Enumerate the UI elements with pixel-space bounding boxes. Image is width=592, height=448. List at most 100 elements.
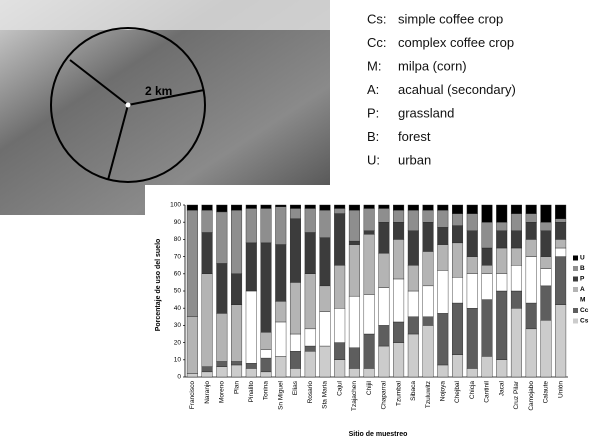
bar-segment	[511, 214, 522, 231]
bar-segment	[393, 222, 404, 239]
bar-segment	[202, 205, 213, 210]
bar-segment	[379, 325, 390, 346]
bar-segment	[423, 210, 434, 222]
x-tick-label: Chicja	[469, 381, 476, 399]
x-tick-label: Sta Maria	[322, 381, 329, 409]
y-tick-label: 60	[174, 271, 182, 278]
bar-segment	[452, 355, 463, 377]
bar-segment	[334, 208, 345, 213]
key-label: complex coffee crop	[398, 35, 514, 50]
key-label: milpa (corn)	[398, 58, 467, 73]
bar-segment	[526, 239, 537, 256]
bar-segment	[496, 222, 507, 231]
bar-segment	[467, 274, 478, 308]
bar-segment	[217, 263, 228, 313]
bar-segment	[320, 286, 331, 312]
bar-segment	[496, 248, 507, 274]
bar-segment	[379, 253, 390, 287]
x-tick-label: Elias	[292, 380, 299, 395]
sky	[0, 0, 330, 30]
bar-segment	[334, 343, 345, 360]
bar-segment	[526, 329, 537, 377]
bar-segment	[320, 346, 331, 377]
bar-segment	[482, 205, 493, 222]
bar-segment	[231, 210, 242, 274]
bar-segment	[349, 368, 360, 377]
bar-segment	[187, 374, 198, 377]
bar-segment	[423, 317, 434, 326]
bar-segment	[231, 274, 242, 305]
bar-segment	[393, 322, 404, 343]
bar-segment	[408, 265, 419, 291]
y-tick-label: 50	[174, 288, 182, 295]
x-tick-label: Moreno	[219, 381, 226, 403]
legend-label: U	[580, 255, 585, 262]
bar-segment	[261, 372, 272, 377]
bar-segment	[246, 243, 257, 291]
bar-segment	[290, 334, 301, 351]
x-tick-label: Cajul	[336, 380, 343, 395]
bar-segment	[202, 372, 213, 377]
bar-segment	[261, 358, 272, 372]
bar-segment	[217, 362, 228, 367]
bar-segment	[246, 205, 257, 208]
bar-segment	[482, 265, 493, 274]
bar-segment	[437, 210, 448, 227]
bar-segment	[526, 303, 537, 329]
x-tick-label: Tzuluwitz	[425, 381, 432, 408]
bar-segment	[246, 363, 257, 368]
x-tick-label: Sibaca	[410, 381, 417, 401]
key-label: forest	[398, 129, 431, 144]
bar-segment	[467, 214, 478, 231]
bar-segment	[437, 205, 448, 210]
bar-segment	[555, 257, 566, 305]
bar-segment	[555, 248, 566, 257]
legend-label: P	[580, 276, 585, 283]
key-code: Cs:	[367, 11, 387, 26]
y-axis-title: Porcentaje de uso del suelo	[155, 239, 162, 332]
legend-swatch	[573, 277, 578, 282]
bar-segment	[423, 222, 434, 251]
legend-label: Cs	[580, 318, 589, 325]
bar-segment	[261, 332, 272, 349]
bar-segment	[541, 222, 552, 231]
bar-segment	[408, 317, 419, 334]
bar-segment	[393, 205, 404, 210]
bar-segment	[261, 349, 272, 358]
bar-segment	[496, 291, 507, 360]
x-tick-label: Francisco	[189, 381, 196, 410]
bar-segment	[290, 351, 301, 368]
bar-segment	[187, 205, 198, 210]
bar-segment	[320, 238, 331, 286]
bar-segment	[364, 334, 375, 368]
bar-segment	[334, 360, 345, 377]
legend-swatch	[573, 287, 578, 292]
bar-segment	[364, 368, 375, 377]
bar-segment	[555, 222, 566, 239]
bar-segment	[217, 212, 228, 264]
y-tick-label: 10	[174, 357, 182, 364]
bar-segment	[482, 222, 493, 248]
bar-segment	[334, 308, 345, 342]
bar-segment	[349, 245, 360, 297]
bar-segment	[231, 362, 242, 365]
bar-segment	[349, 241, 360, 244]
bar-segment	[555, 305, 566, 377]
bar-segment	[305, 329, 316, 346]
bar-segment	[452, 205, 463, 214]
bar-segment	[217, 313, 228, 361]
x-tick-label: Unión	[557, 381, 564, 398]
bar-segment	[290, 282, 301, 334]
bar-segment	[364, 294, 375, 334]
key-label: urban	[398, 152, 431, 167]
bar-segment	[305, 351, 316, 377]
bar-segment	[467, 231, 478, 257]
x-tick-label: Tonina	[263, 381, 270, 401]
bar-segment	[496, 360, 507, 377]
legend-label: B	[580, 265, 585, 272]
bar-segment	[217, 205, 228, 212]
key-code: B:	[367, 129, 379, 144]
bar-segment	[496, 231, 507, 248]
bar-segment	[467, 205, 478, 214]
bar-segment	[349, 210, 360, 241]
